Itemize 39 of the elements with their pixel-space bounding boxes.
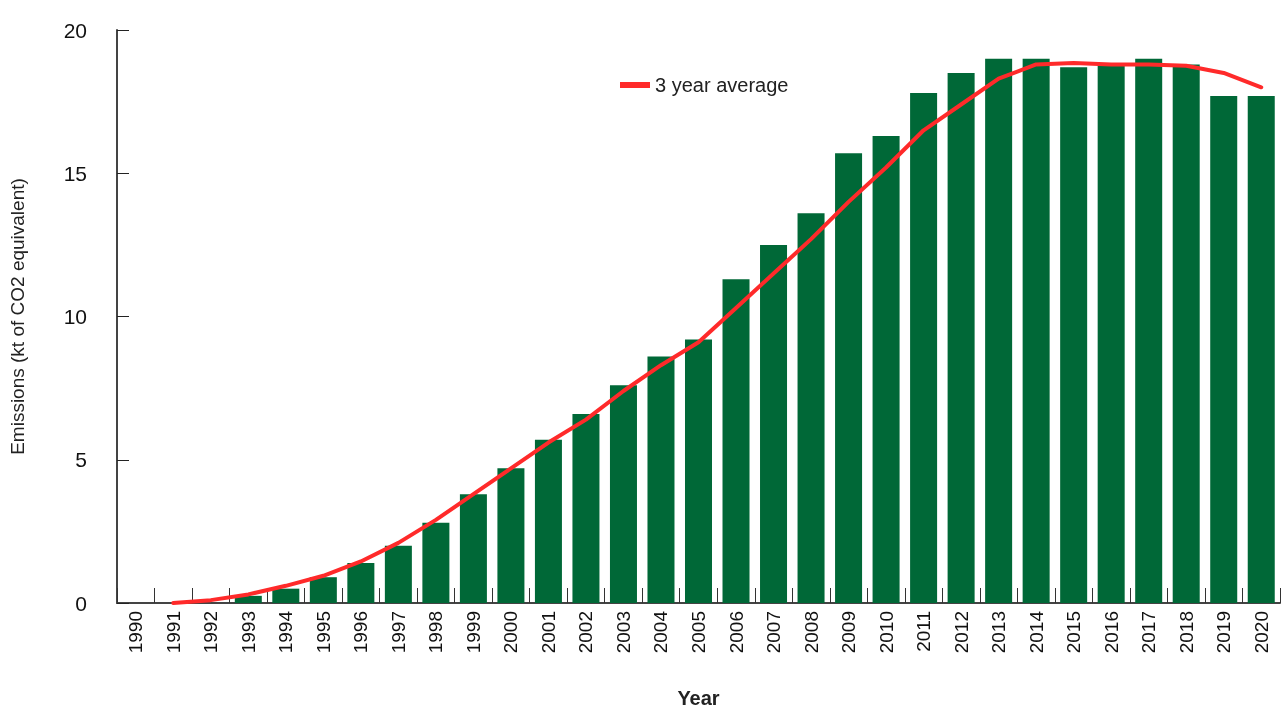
x-tick-label: 2006 bbox=[725, 611, 747, 654]
x-axis-title: Year bbox=[677, 687, 720, 709]
y-tick-label: 5 bbox=[75, 448, 87, 472]
x-tick-label: 2007 bbox=[763, 611, 785, 654]
x-tick-label: 2018 bbox=[1175, 611, 1197, 654]
legend-label: 3 year average bbox=[655, 74, 789, 96]
x-tick-label: 2002 bbox=[575, 611, 597, 654]
x-tick-label: 1998 bbox=[425, 611, 447, 654]
x-tick-label: 2013 bbox=[988, 611, 1010, 654]
x-tick-label: 2004 bbox=[650, 610, 672, 654]
x-tick-label: 2003 bbox=[612, 611, 634, 654]
x-tick-label: 2014 bbox=[1025, 610, 1047, 654]
y-tick-label: 10 bbox=[63, 305, 87, 328]
x-tick-label: 2016 bbox=[1100, 611, 1122, 654]
y-tick-label: 15 bbox=[63, 161, 87, 185]
x-tick-label: 1990 bbox=[125, 611, 147, 654]
x-tick-label: 1993 bbox=[237, 611, 259, 654]
x-tick-label: 1991 bbox=[162, 611, 184, 654]
x-tick-label: 2011 bbox=[913, 611, 935, 652]
x-tick-label: 2017 bbox=[1138, 611, 1160, 654]
x-tick-label: 1992 bbox=[200, 611, 222, 654]
x-tick-label: 2008 bbox=[800, 611, 822, 654]
x-tick-label: 1997 bbox=[387, 611, 409, 654]
x-tick-label: 2005 bbox=[688, 611, 709, 654]
x-tick-label: 2015 bbox=[1063, 611, 1085, 654]
x-tick-label: 1994 bbox=[275, 610, 297, 654]
x-tick-label: 2001 bbox=[537, 611, 559, 654]
y-tick-label: 20 bbox=[63, 18, 87, 42]
x-tick-label: 1999 bbox=[462, 611, 484, 654]
x-tick-label: 2009 bbox=[838, 611, 860, 654]
x-tick-label: 1995 bbox=[312, 611, 334, 654]
x-tick-label: 2010 bbox=[875, 611, 897, 654]
x-tick-label: 2020 bbox=[1250, 611, 1272, 654]
x-tick-label: 2012 bbox=[950, 611, 972, 654]
y-axis-title: Emissions (kt of CO2 equivalent) bbox=[7, 178, 28, 455]
x-tick-label: 2019 bbox=[1213, 611, 1235, 654]
y-tick-label: 0 bbox=[75, 591, 87, 615]
x-tick-label: 2000 bbox=[500, 611, 522, 654]
x-tick-label: 1996 bbox=[350, 611, 372, 654]
